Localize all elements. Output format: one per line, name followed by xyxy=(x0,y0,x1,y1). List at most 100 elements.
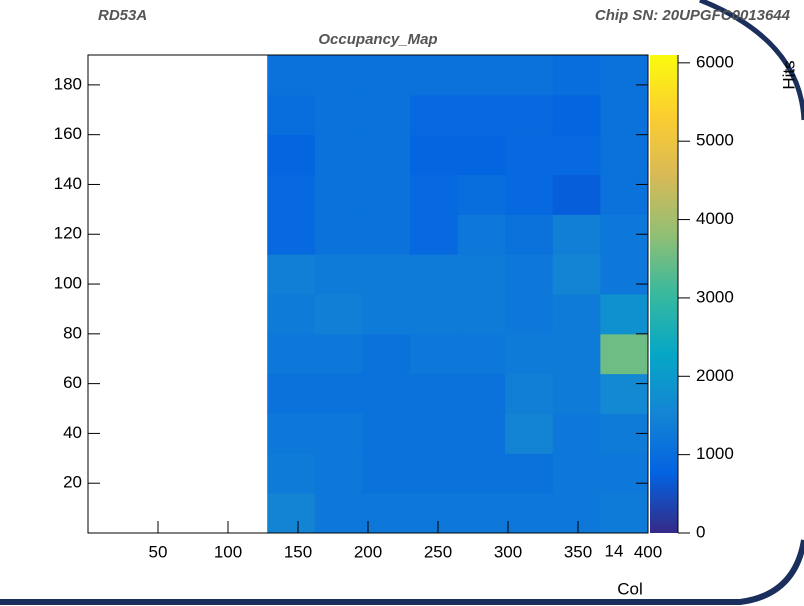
heatmap-cell xyxy=(457,453,506,494)
y-tick-label: 180 xyxy=(54,74,82,93)
y-tick-label: 20 xyxy=(63,473,82,492)
heatmap-cell xyxy=(600,174,649,215)
heatmap-cell xyxy=(362,373,411,414)
heatmap-cell xyxy=(362,254,411,295)
y-tick-label: 60 xyxy=(63,373,82,392)
heatmap-cell xyxy=(362,55,411,96)
z-tick-label: 1000 xyxy=(696,444,734,463)
heatmap-cell xyxy=(552,55,601,96)
heatmap-cell xyxy=(552,94,601,136)
heatmap-cell xyxy=(457,55,506,96)
heatmap-cell xyxy=(362,493,411,534)
heatmap-cell xyxy=(267,134,316,175)
heatmap-cell xyxy=(505,55,554,96)
heatmap-cell xyxy=(552,174,601,215)
heatmap-cell xyxy=(410,214,459,255)
heatmap-cell xyxy=(600,55,649,96)
heatmap-cell xyxy=(267,453,316,494)
z-tick-label: 2000 xyxy=(696,366,734,385)
heatmap-cell xyxy=(362,333,411,375)
slide-decoration xyxy=(699,0,804,121)
heatmap-cell xyxy=(552,493,601,534)
heatmap-cell xyxy=(505,294,554,335)
x-tick-label: 50 xyxy=(149,542,168,561)
heatmap-cell xyxy=(362,453,411,494)
heatmap-cell xyxy=(410,174,459,215)
heatmap-cell xyxy=(410,333,459,375)
heatmap-cell xyxy=(410,94,459,136)
heatmap-cell xyxy=(362,214,411,255)
heatmap-cell xyxy=(410,134,459,175)
heatmap-cell xyxy=(457,94,506,136)
heatmap-cell xyxy=(505,134,554,175)
heatmap-cell xyxy=(600,294,649,335)
heatmap-cell xyxy=(457,333,506,375)
heatmap-cell xyxy=(552,294,601,335)
heatmap-cell xyxy=(314,493,363,534)
heatmap-cell xyxy=(457,413,506,454)
x-tick-label: 100 xyxy=(214,542,242,561)
heatmap-cell xyxy=(314,254,363,295)
heatmap-cell xyxy=(267,174,316,215)
heatmap-cell xyxy=(552,134,601,175)
heatmap-cell xyxy=(457,294,506,335)
y-tick-label: 160 xyxy=(54,124,82,143)
heatmap-cell xyxy=(457,373,506,414)
experiment-label: RD53A xyxy=(98,7,147,24)
x-tick-label: 350 xyxy=(564,542,592,561)
heatmap-cell xyxy=(505,453,554,494)
heatmap-cell xyxy=(410,493,459,534)
heatmap-cell xyxy=(552,373,601,414)
heatmap-cell xyxy=(457,254,506,295)
heatmap-cell xyxy=(600,373,649,414)
heatmap-cell xyxy=(314,373,363,414)
heatmap-cell xyxy=(410,55,459,96)
heatmap-cell xyxy=(410,453,459,494)
heatmap-cell xyxy=(600,453,649,494)
heatmap-cell xyxy=(267,373,316,414)
x-tick-label: 300 xyxy=(494,542,522,561)
heatmap-cell xyxy=(505,413,554,454)
heatmap-cell xyxy=(267,55,316,96)
heatmap-cell xyxy=(314,294,363,335)
heatmap-cell xyxy=(552,413,601,454)
heatmap-cell xyxy=(410,294,459,335)
heatmap-cell xyxy=(600,134,649,175)
slide-decoration xyxy=(0,539,804,605)
chip-label: Chip SN: 20UPGFC0013644 xyxy=(595,7,791,24)
heatmap-cell xyxy=(314,134,363,175)
chart-title: Occupancy_Map xyxy=(318,31,437,48)
x-tick-label: 250 xyxy=(424,542,452,561)
heatmap-cell xyxy=(267,254,316,295)
heatmap-cell xyxy=(362,94,411,136)
heatmap-cell xyxy=(362,134,411,175)
heatmap-cell xyxy=(600,254,649,295)
heatmap-cell xyxy=(314,453,363,494)
z-tick-label: 5000 xyxy=(696,131,734,150)
x-tick-label: 200 xyxy=(354,542,382,561)
heatmap-cell xyxy=(410,254,459,295)
z-tick-label: 0 xyxy=(696,522,705,541)
heatmap-cell xyxy=(505,373,554,414)
heatmap-cell xyxy=(314,214,363,255)
x-tick-label: 150 xyxy=(284,542,312,561)
heatmap-cell xyxy=(457,134,506,175)
heatmap-cell xyxy=(552,254,601,295)
heatmap-cell xyxy=(505,174,554,215)
heatmap-cell xyxy=(314,333,363,375)
z-tick-label: 4000 xyxy=(696,209,734,228)
heatmap-cell xyxy=(600,94,649,136)
heatmap-cell xyxy=(505,254,554,295)
x-axis-label: Col xyxy=(617,579,643,598)
heatmap-cell xyxy=(600,493,649,534)
heatmap-cell xyxy=(267,333,316,375)
heatmap-cell xyxy=(314,94,363,136)
heatmap-cell xyxy=(410,373,459,414)
colorbar xyxy=(650,55,678,533)
y-tick-label: 40 xyxy=(63,423,82,442)
heatmap-cell xyxy=(267,214,316,255)
heatmap-cell xyxy=(505,333,554,375)
heatmap-cell xyxy=(267,294,316,335)
heatmap-cell xyxy=(457,493,506,534)
